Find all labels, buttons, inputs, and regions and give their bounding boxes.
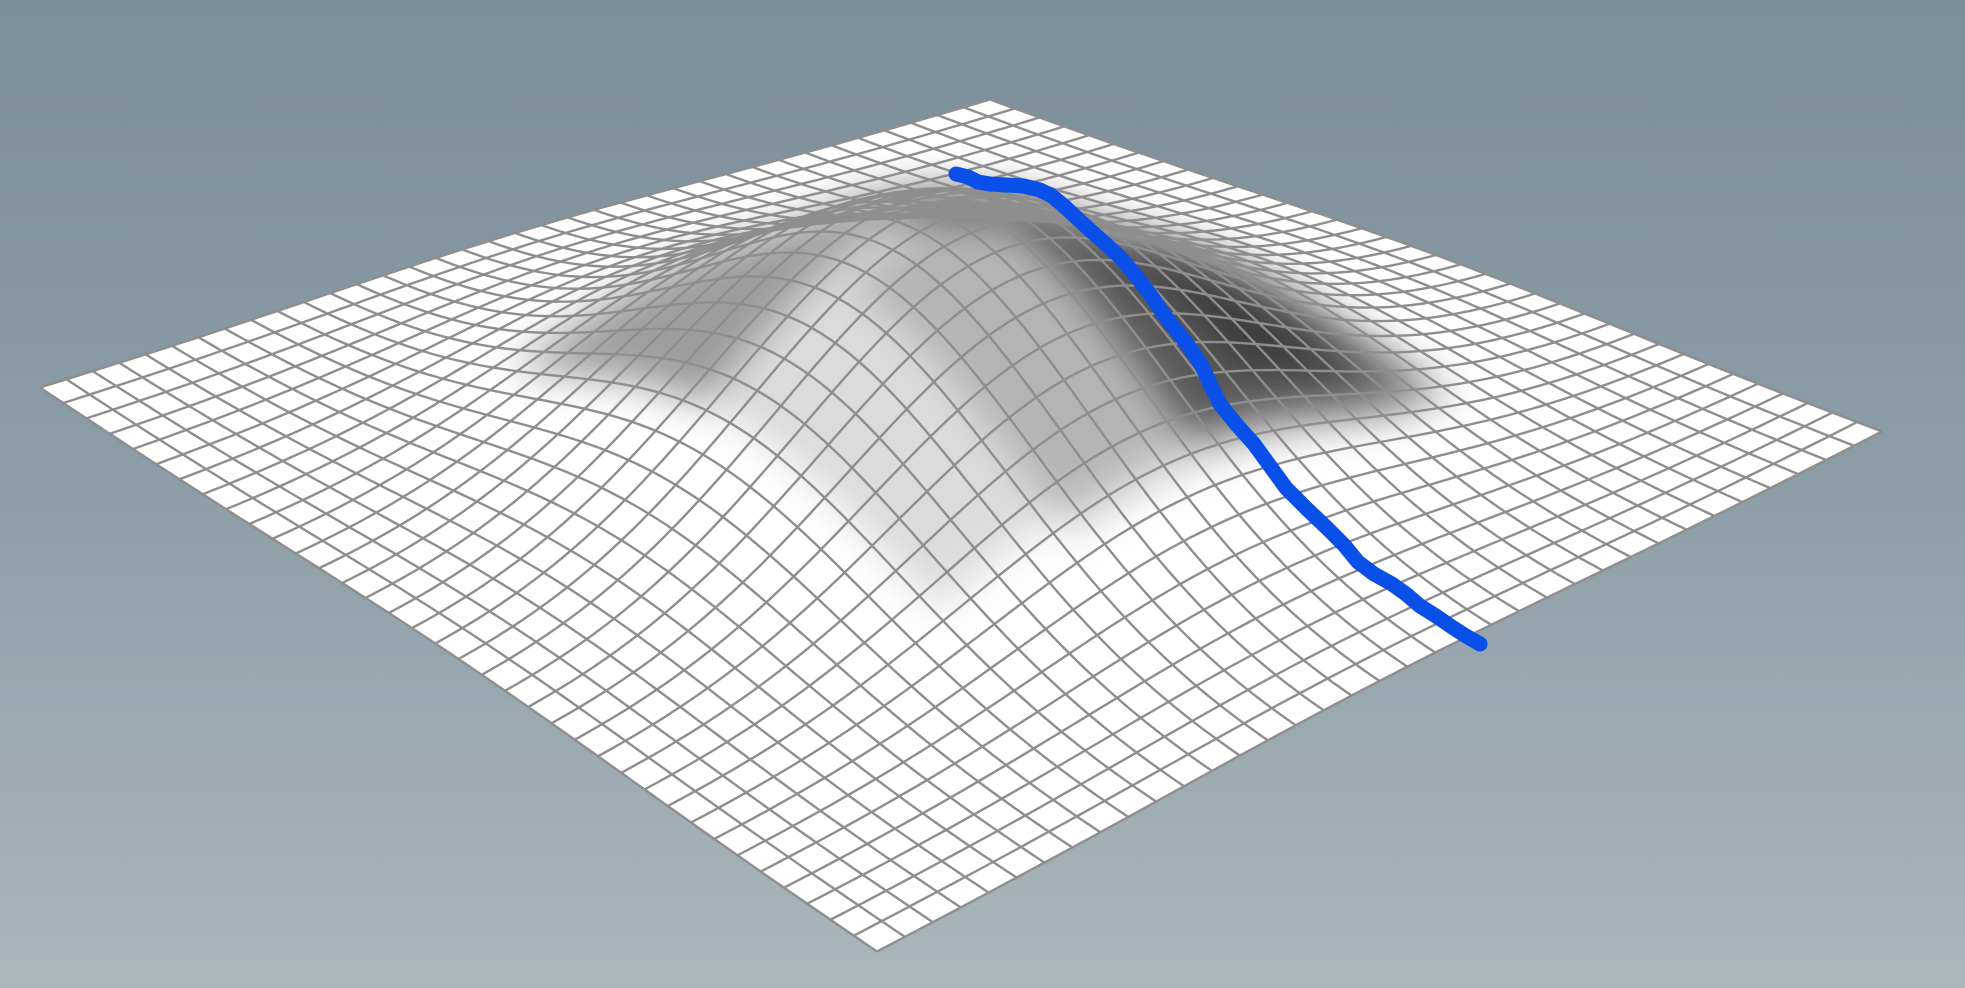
grid-line (65, 378, 906, 938)
grid-line (783, 392, 1784, 889)
grid-line (92, 370, 934, 924)
shade-patch (510, 192, 1128, 404)
grid-line (806, 402, 1809, 905)
grid-line (197, 336, 1046, 864)
descent-path (948, 166, 1488, 652)
grid-line (829, 411, 1833, 921)
descent-path-line (948, 166, 1488, 652)
grid-line (171, 344, 1018, 879)
grid-line (853, 421, 1858, 937)
grid-line (118, 361, 962, 909)
surface-mesh (39, 98, 1883, 953)
grid-line (876, 430, 1883, 953)
grid-line (144, 353, 990, 894)
grid-line (39, 386, 878, 953)
grid-line (760, 382, 1759, 873)
grid-lines (39, 98, 1883, 953)
